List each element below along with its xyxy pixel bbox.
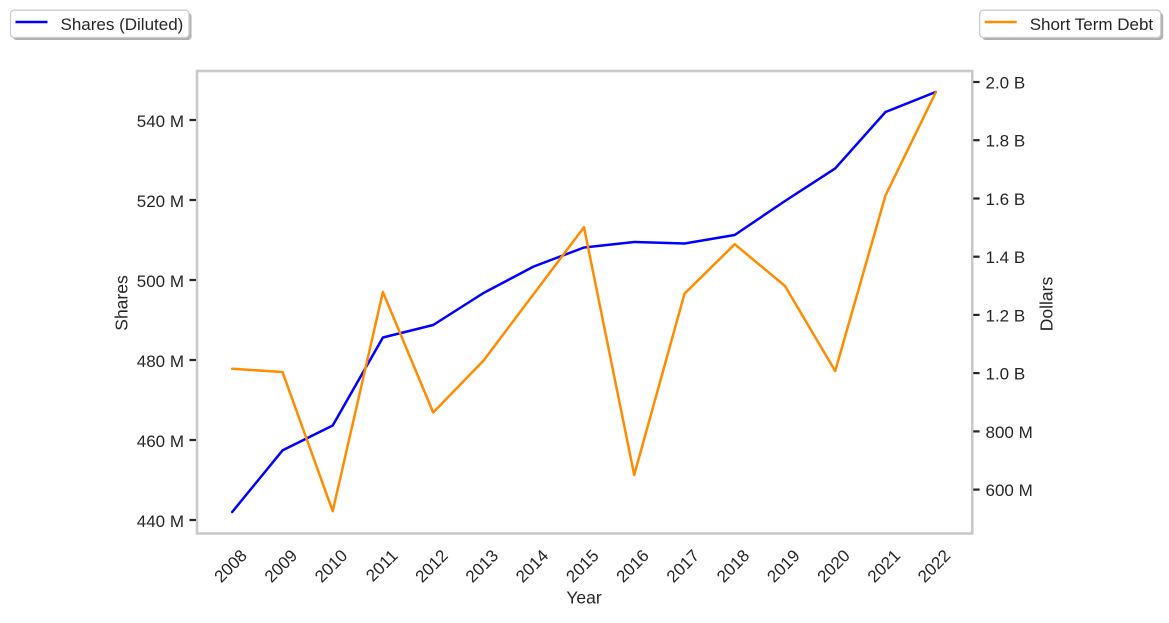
svg-text:520 M: 520 M (137, 192, 184, 211)
svg-text:480 M: 480 M (137, 352, 184, 371)
svg-text:Short Term Debt: Short Term Debt (1030, 15, 1154, 34)
svg-text:2.0 B: 2.0 B (986, 74, 1026, 93)
svg-text:Year: Year (566, 588, 602, 608)
svg-text:500 M: 500 M (137, 272, 184, 291)
svg-text:540 M: 540 M (137, 112, 184, 131)
svg-text:460 M: 460 M (137, 432, 184, 451)
svg-text:Shares: Shares (112, 275, 132, 331)
svg-text:1.8 B: 1.8 B (986, 132, 1026, 151)
svg-text:440 M: 440 M (137, 512, 184, 531)
svg-text:1.0 B: 1.0 B (986, 365, 1026, 384)
svg-text:1.6 B: 1.6 B (986, 190, 1026, 209)
svg-text:800 M: 800 M (986, 423, 1033, 442)
svg-text:Shares (Diluted): Shares (Diluted) (61, 15, 184, 34)
svg-text:1.2 B: 1.2 B (986, 306, 1026, 325)
svg-text:1.4 B: 1.4 B (986, 248, 1026, 267)
svg-text:Dollars: Dollars (1037, 277, 1057, 332)
svg-text:600 M: 600 M (986, 481, 1033, 500)
